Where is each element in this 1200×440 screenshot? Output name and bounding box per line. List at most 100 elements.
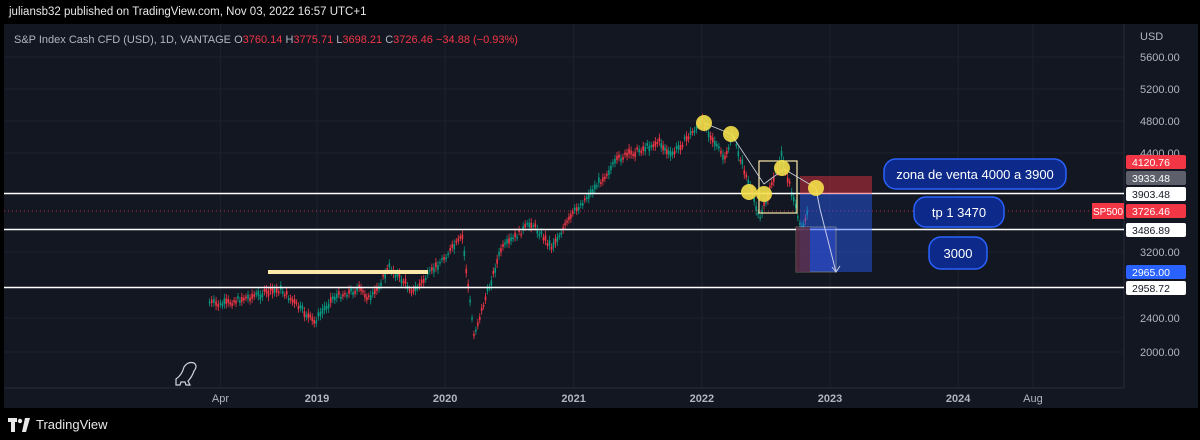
candle-body [394,274,397,278]
candle-body [510,237,512,242]
candle-body [588,193,590,199]
footer-bar: TradingView [0,408,1200,440]
candle-body [628,148,630,154]
candle-body [325,305,328,310]
candle-body [618,154,620,158]
candle-body [506,239,508,244]
candle-body [792,196,795,202]
candle-body [429,269,431,272]
candle-body [737,151,740,157]
candle-body [564,222,566,226]
candle-body [675,146,678,150]
candle-body [536,229,539,234]
price-tick-label: 3200.00 [1140,247,1180,259]
symbol-name: S&P Index Cash CFD (USD), 1D, VANTAGE [14,34,232,46]
candle-body [374,289,376,294]
candle-body [247,294,249,299]
candle-body [518,229,520,232]
symbol-tag: SP500 [1093,207,1123,218]
candle-body [528,222,530,227]
callout-box [883,158,1067,190]
candle-body [687,136,690,140]
candle-body [344,293,346,295]
publisher-text: juliansb32 published on TradingView.com,… [9,6,367,18]
candle-body [679,145,682,151]
pivot-marker [774,160,790,176]
candle-body [437,265,439,270]
candle-body [443,257,445,260]
candle-body [606,173,608,176]
candle-body [400,279,403,283]
candle-body [658,137,661,142]
candle-body [799,222,801,225]
candle-body [544,235,547,241]
candle-body [439,261,441,264]
candle-body [229,302,231,305]
price-label: 4120.76 [1132,157,1170,169]
candle-body [289,297,292,301]
candle-body [267,291,270,297]
candle-body [769,185,771,188]
time-tick-label: 2019 [305,393,329,405]
candle-body [685,135,688,142]
candle-body [590,189,592,194]
tradingview-logo[interactable]: TradingView [8,417,108,432]
price-chart[interactable]: USD5600.005200.004800.004400.003200.0024… [4,24,1198,408]
candle-body [449,248,451,251]
candle-body [494,267,496,273]
candle-body [478,316,481,320]
candle-body [524,224,526,228]
price-label: 2965.00 [1132,267,1170,279]
candle-body [457,238,460,242]
candle-body [538,233,541,237]
candle-body [726,150,728,155]
pivot-marker [756,186,772,202]
candle-body [323,305,326,311]
candle-body [594,184,596,189]
candle-body [724,155,726,160]
candle-body [265,289,268,294]
price-label: 2958.72 [1132,283,1170,295]
pivot-marker [741,184,757,200]
candle-body [573,207,576,211]
candle-body [797,216,799,219]
candle-body [340,296,342,299]
price-tick-label: 2000.00 [1140,347,1180,359]
candle-body [743,169,746,175]
candle-body [271,288,274,294]
candle-body [592,189,594,194]
brand-name: TradingView [36,417,108,432]
candle-body [402,281,405,284]
candle-body [795,203,797,209]
candle-body [673,150,676,155]
candle-body [317,312,320,317]
time-axis[interactable]: Apr 2019 2020 2021 2022 2023 2024 Aug [212,393,1043,405]
candle-body [315,320,318,324]
candle-body [295,302,298,304]
candle-body [526,222,528,225]
candle-body [396,272,399,277]
callout-box [928,236,988,270]
candle-body [498,251,500,256]
callout-text: 3000 [944,246,973,261]
candle-body [455,240,458,243]
candle-body [745,174,748,178]
candle-body [467,283,469,289]
candle-body [644,147,647,152]
candle-body [412,288,415,292]
candle-body [358,284,360,289]
candle-body [327,303,330,309]
candle-body [384,273,386,279]
chart-area[interactable]: USD 5600.00 5200.00 4800.00 4400.00 3200.00 24… [4,24,1198,408]
price-series [208,113,808,340]
candle-body [516,236,518,239]
candle-body [291,299,294,303]
candle-body [638,149,640,153]
time-tick-label: 2023 [818,393,842,405]
candle-body [765,201,767,204]
candle-body [221,303,224,306]
candle-body [255,292,258,295]
candle-body [213,299,215,303]
price-axis[interactable]: USD5600.005200.004800.004400.003200.0024… [1092,31,1186,359]
price-tick-label: 5600.00 [1140,52,1180,64]
